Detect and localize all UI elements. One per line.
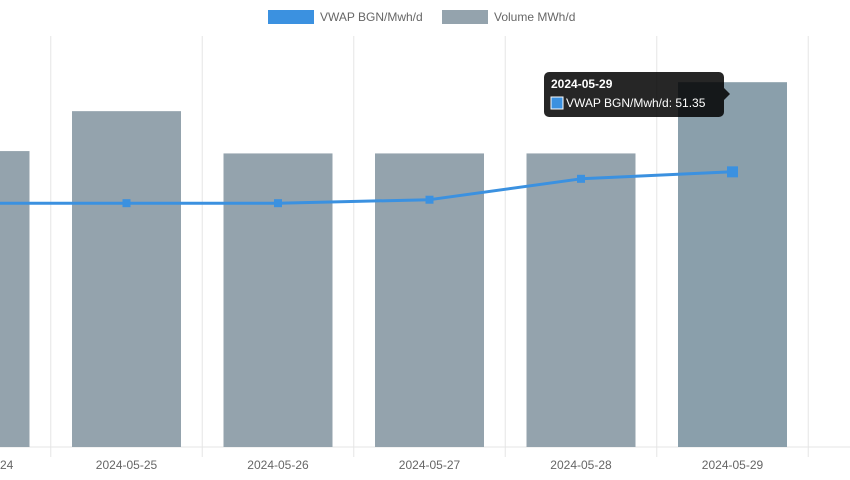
vwap-point <box>274 199 282 208</box>
tooltip-swatch <box>550 96 564 110</box>
volume-bar <box>678 82 787 447</box>
legend-label-volume: Volume MWh/d <box>494 10 575 24</box>
tooltip-caret <box>724 88 730 100</box>
legend-item-volume[interactable]: Volume MWh/d <box>442 10 575 24</box>
vwap-point <box>425 195 434 204</box>
legend-item-vwap[interactable]: VWAP BGN/Mwh/d <box>268 10 423 24</box>
x-axis: 24 2024-05-25 2024-05-26 2024-05-27 2024-05-… <box>0 458 764 472</box>
vwap-series-line <box>0 170 733 205</box>
x-tick-label: 24 <box>0 458 14 472</box>
vwap-point <box>577 174 585 183</box>
vwap-point <box>122 199 131 208</box>
vwap-point <box>727 166 738 178</box>
volume-bar <box>223 153 333 447</box>
volume-bar <box>72 111 181 447</box>
legend-label-vwap: VWAP BGN/Mwh/d <box>320 10 423 24</box>
legend-swatch-volume <box>442 10 488 24</box>
tooltip: 2024-05-29 VWAP BGN/Mwh/d: 51.35 <box>544 72 730 117</box>
x-tick-label: 2024-05-29 <box>702 458 764 472</box>
x-tick-label: 2024-05-27 <box>399 458 461 472</box>
x-tick-label: 2024-05-25 <box>96 458 158 472</box>
legend-swatch-vwap <box>268 10 314 24</box>
vwap-line <box>0 166 738 208</box>
volume-bar <box>0 151 30 447</box>
volume-bars <box>0 82 787 447</box>
x-tick-label: 2024-05-28 <box>550 458 612 472</box>
tooltip-box <box>544 72 724 117</box>
tooltip-title: 2024-05-29 <box>551 77 613 91</box>
x-tick-label: 2024-05-26 <box>247 458 309 472</box>
volume-bar <box>526 153 636 447</box>
legend[interactable]: VWAP BGN/Mwh/d Volume MWh/d <box>268 10 575 24</box>
tooltip-body: VWAP BGN/Mwh/d: 51.35 <box>566 96 706 110</box>
